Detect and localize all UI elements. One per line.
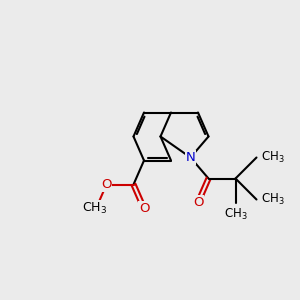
Text: O: O: [139, 202, 149, 215]
Text: O: O: [193, 196, 203, 209]
Text: CH$_3$: CH$_3$: [224, 207, 247, 222]
Text: O: O: [101, 178, 112, 191]
Text: CH$_3$: CH$_3$: [82, 201, 107, 216]
Text: CH$_3$: CH$_3$: [261, 192, 285, 207]
Text: N: N: [186, 151, 195, 164]
Text: CH$_3$: CH$_3$: [261, 150, 285, 165]
